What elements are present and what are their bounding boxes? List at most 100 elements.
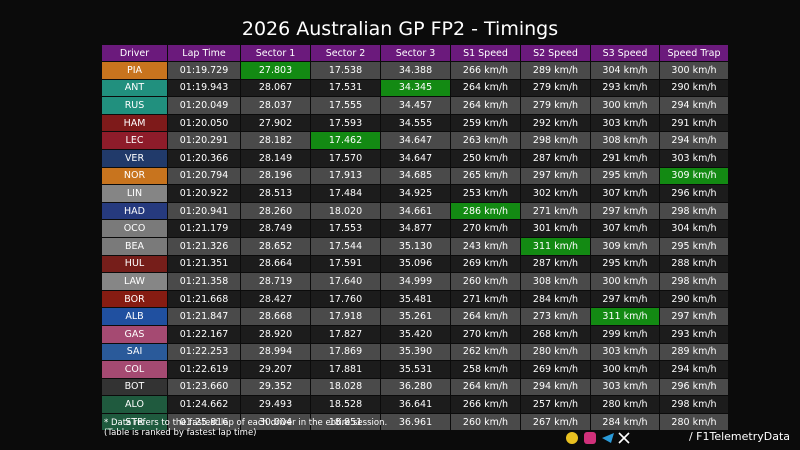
time-cell: 30.004 xyxy=(240,412,311,432)
time-cell: 258 km/h xyxy=(450,360,521,379)
driver-cell: GAS xyxy=(101,324,168,344)
time-cell: 287 km/h xyxy=(520,254,591,274)
time-cell: 271 km/h xyxy=(450,289,521,309)
time-cell: 294 km/h xyxy=(659,360,729,379)
time-cell: 17.827 xyxy=(310,324,381,344)
time-cell: 17.531 xyxy=(310,78,381,98)
social-icons xyxy=(566,432,630,444)
time-cell: 301 km/h xyxy=(520,219,591,238)
time-cell: 290 km/h xyxy=(659,78,729,98)
time-cell: 28.920 xyxy=(240,324,311,344)
driver-cell: PIA xyxy=(101,61,168,80)
time-cell: 34.388 xyxy=(380,61,451,80)
time-cell: 304 km/h xyxy=(590,61,660,80)
time-cell: 17.462 xyxy=(310,131,381,150)
time-cell: 01:22.619 xyxy=(167,360,241,379)
time-cell: 01:21.358 xyxy=(167,272,241,291)
time-cell: 28.652 xyxy=(240,236,311,256)
time-cell: 280 km/h xyxy=(520,342,591,362)
driver-cell: LIN xyxy=(101,184,168,203)
time-cell: 01:22.253 xyxy=(167,342,241,362)
time-cell: 265 km/h xyxy=(450,166,521,186)
driver-cell: HAM xyxy=(101,113,168,133)
driver-row: OCO 01:21.179 28.749 17.553 34.877 270 km/h 30… xyxy=(101,219,729,238)
time-cell: 34.877 xyxy=(380,219,451,238)
time-cell: 259 km/h xyxy=(450,113,521,133)
time-cell: 01:20.050 xyxy=(167,113,241,133)
driver-cell: STR xyxy=(101,412,168,432)
time-cell: 307 km/h xyxy=(590,184,660,203)
time-cell: 304 km/h xyxy=(659,219,729,238)
time-cell: 273 km/h xyxy=(520,307,591,326)
time-cell: 28.668 xyxy=(240,307,311,326)
time-cell: 292 km/h xyxy=(520,113,591,133)
time-cell: 295 km/h xyxy=(590,166,660,186)
time-cell: 270 km/h xyxy=(450,324,521,344)
time-cell: 01:21.668 xyxy=(167,289,241,309)
column-header: Sector 1 xyxy=(240,44,311,62)
time-cell: 18.020 xyxy=(310,201,381,221)
driver-cell: LAW xyxy=(101,272,168,291)
time-cell: 298 km/h xyxy=(659,201,729,221)
time-cell: 250 km/h xyxy=(450,148,521,168)
notes: * Data refers to the fastest lap of each… xyxy=(104,418,387,438)
time-cell: 01:20.794 xyxy=(167,166,241,186)
driver-cell: BOT xyxy=(101,377,168,397)
time-cell: 266 km/h xyxy=(450,395,521,414)
time-cell: 264 km/h xyxy=(450,96,521,115)
time-cell: 291 km/h xyxy=(590,148,660,168)
column-header: S2 Speed xyxy=(520,44,591,62)
driver-cell: LEC xyxy=(101,131,168,150)
time-cell: 297 km/h xyxy=(659,307,729,326)
driver-cell: RUS xyxy=(101,96,168,115)
time-cell: 28.749 xyxy=(240,219,311,238)
time-cell: 293 km/h xyxy=(659,324,729,344)
time-cell: 28.664 xyxy=(240,254,311,274)
time-cell: 17.591 xyxy=(310,254,381,274)
time-cell: 01:22.167 xyxy=(167,324,241,344)
time-cell: 01:20.922 xyxy=(167,184,241,203)
time-cell: 17.538 xyxy=(310,61,381,80)
time-cell: 298 km/h xyxy=(659,272,729,291)
driver-row: ANT 01:19.943 28.067 17.531 34.345 264 km/h 27… xyxy=(101,78,729,98)
time-cell: 18.528 xyxy=(310,395,381,414)
time-cell: 17.484 xyxy=(310,184,381,203)
time-cell: 293 km/h xyxy=(590,78,660,98)
time-cell: 284 km/h xyxy=(590,412,660,432)
time-cell: 29.207 xyxy=(240,360,311,379)
time-cell: 34.555 xyxy=(380,113,451,133)
time-cell: 260 km/h xyxy=(450,272,521,291)
time-cell: 264 km/h xyxy=(450,307,521,326)
driver-row: STR 01:25.816 30.004 18.851 36.961 260 km/h 26… xyxy=(101,412,729,432)
driver-row: LIN 01:20.922 28.513 17.484 34.925 253 km/h 30… xyxy=(101,184,729,203)
time-cell: 300 km/h xyxy=(659,61,729,80)
time-cell: 290 km/h xyxy=(659,289,729,309)
driver-cell: NOR xyxy=(101,166,168,186)
driver-row: BOT 01:23.660 29.352 18.028 36.280 264 km/h 29… xyxy=(101,377,729,397)
time-cell: 257 km/h xyxy=(520,395,591,414)
time-cell: 01:21.351 xyxy=(167,254,241,274)
time-cell: 309 km/h xyxy=(659,166,729,186)
time-cell: 311 km/h xyxy=(520,236,591,256)
time-cell: 271 km/h xyxy=(520,201,591,221)
time-cell: 299 km/h xyxy=(590,324,660,344)
time-cell: 311 km/h xyxy=(590,307,660,326)
driver-row: LEC 01:20.291 28.182 17.462 34.647 263 km/h 29… xyxy=(101,131,729,150)
time-cell: 17.553 xyxy=(310,219,381,238)
time-cell: 298 km/h xyxy=(520,131,591,150)
time-cell: 280 km/h xyxy=(659,412,729,432)
time-cell: 295 km/h xyxy=(590,254,660,274)
time-cell: 35.420 xyxy=(380,324,451,344)
time-cell: 303 km/h xyxy=(590,113,660,133)
column-header: Speed Trap xyxy=(659,44,729,62)
time-cell: 34.647 xyxy=(380,131,451,150)
driver-row: RUS 01:20.049 28.037 17.555 34.457 264 km/h 27… xyxy=(101,96,729,115)
timing-table: Driver Lap Time Sector 1 Sector 2 Sector 3 S1… xyxy=(101,44,729,432)
time-cell: 295 km/h xyxy=(659,236,729,256)
time-cell: 28.067 xyxy=(240,78,311,98)
time-cell: 263 km/h xyxy=(450,131,521,150)
time-cell: 34.925 xyxy=(380,184,451,203)
driver-cell: VER xyxy=(101,148,168,168)
driver-row: LAW 01:21.358 28.719 17.640 34.999 260 km/h 30… xyxy=(101,272,729,291)
